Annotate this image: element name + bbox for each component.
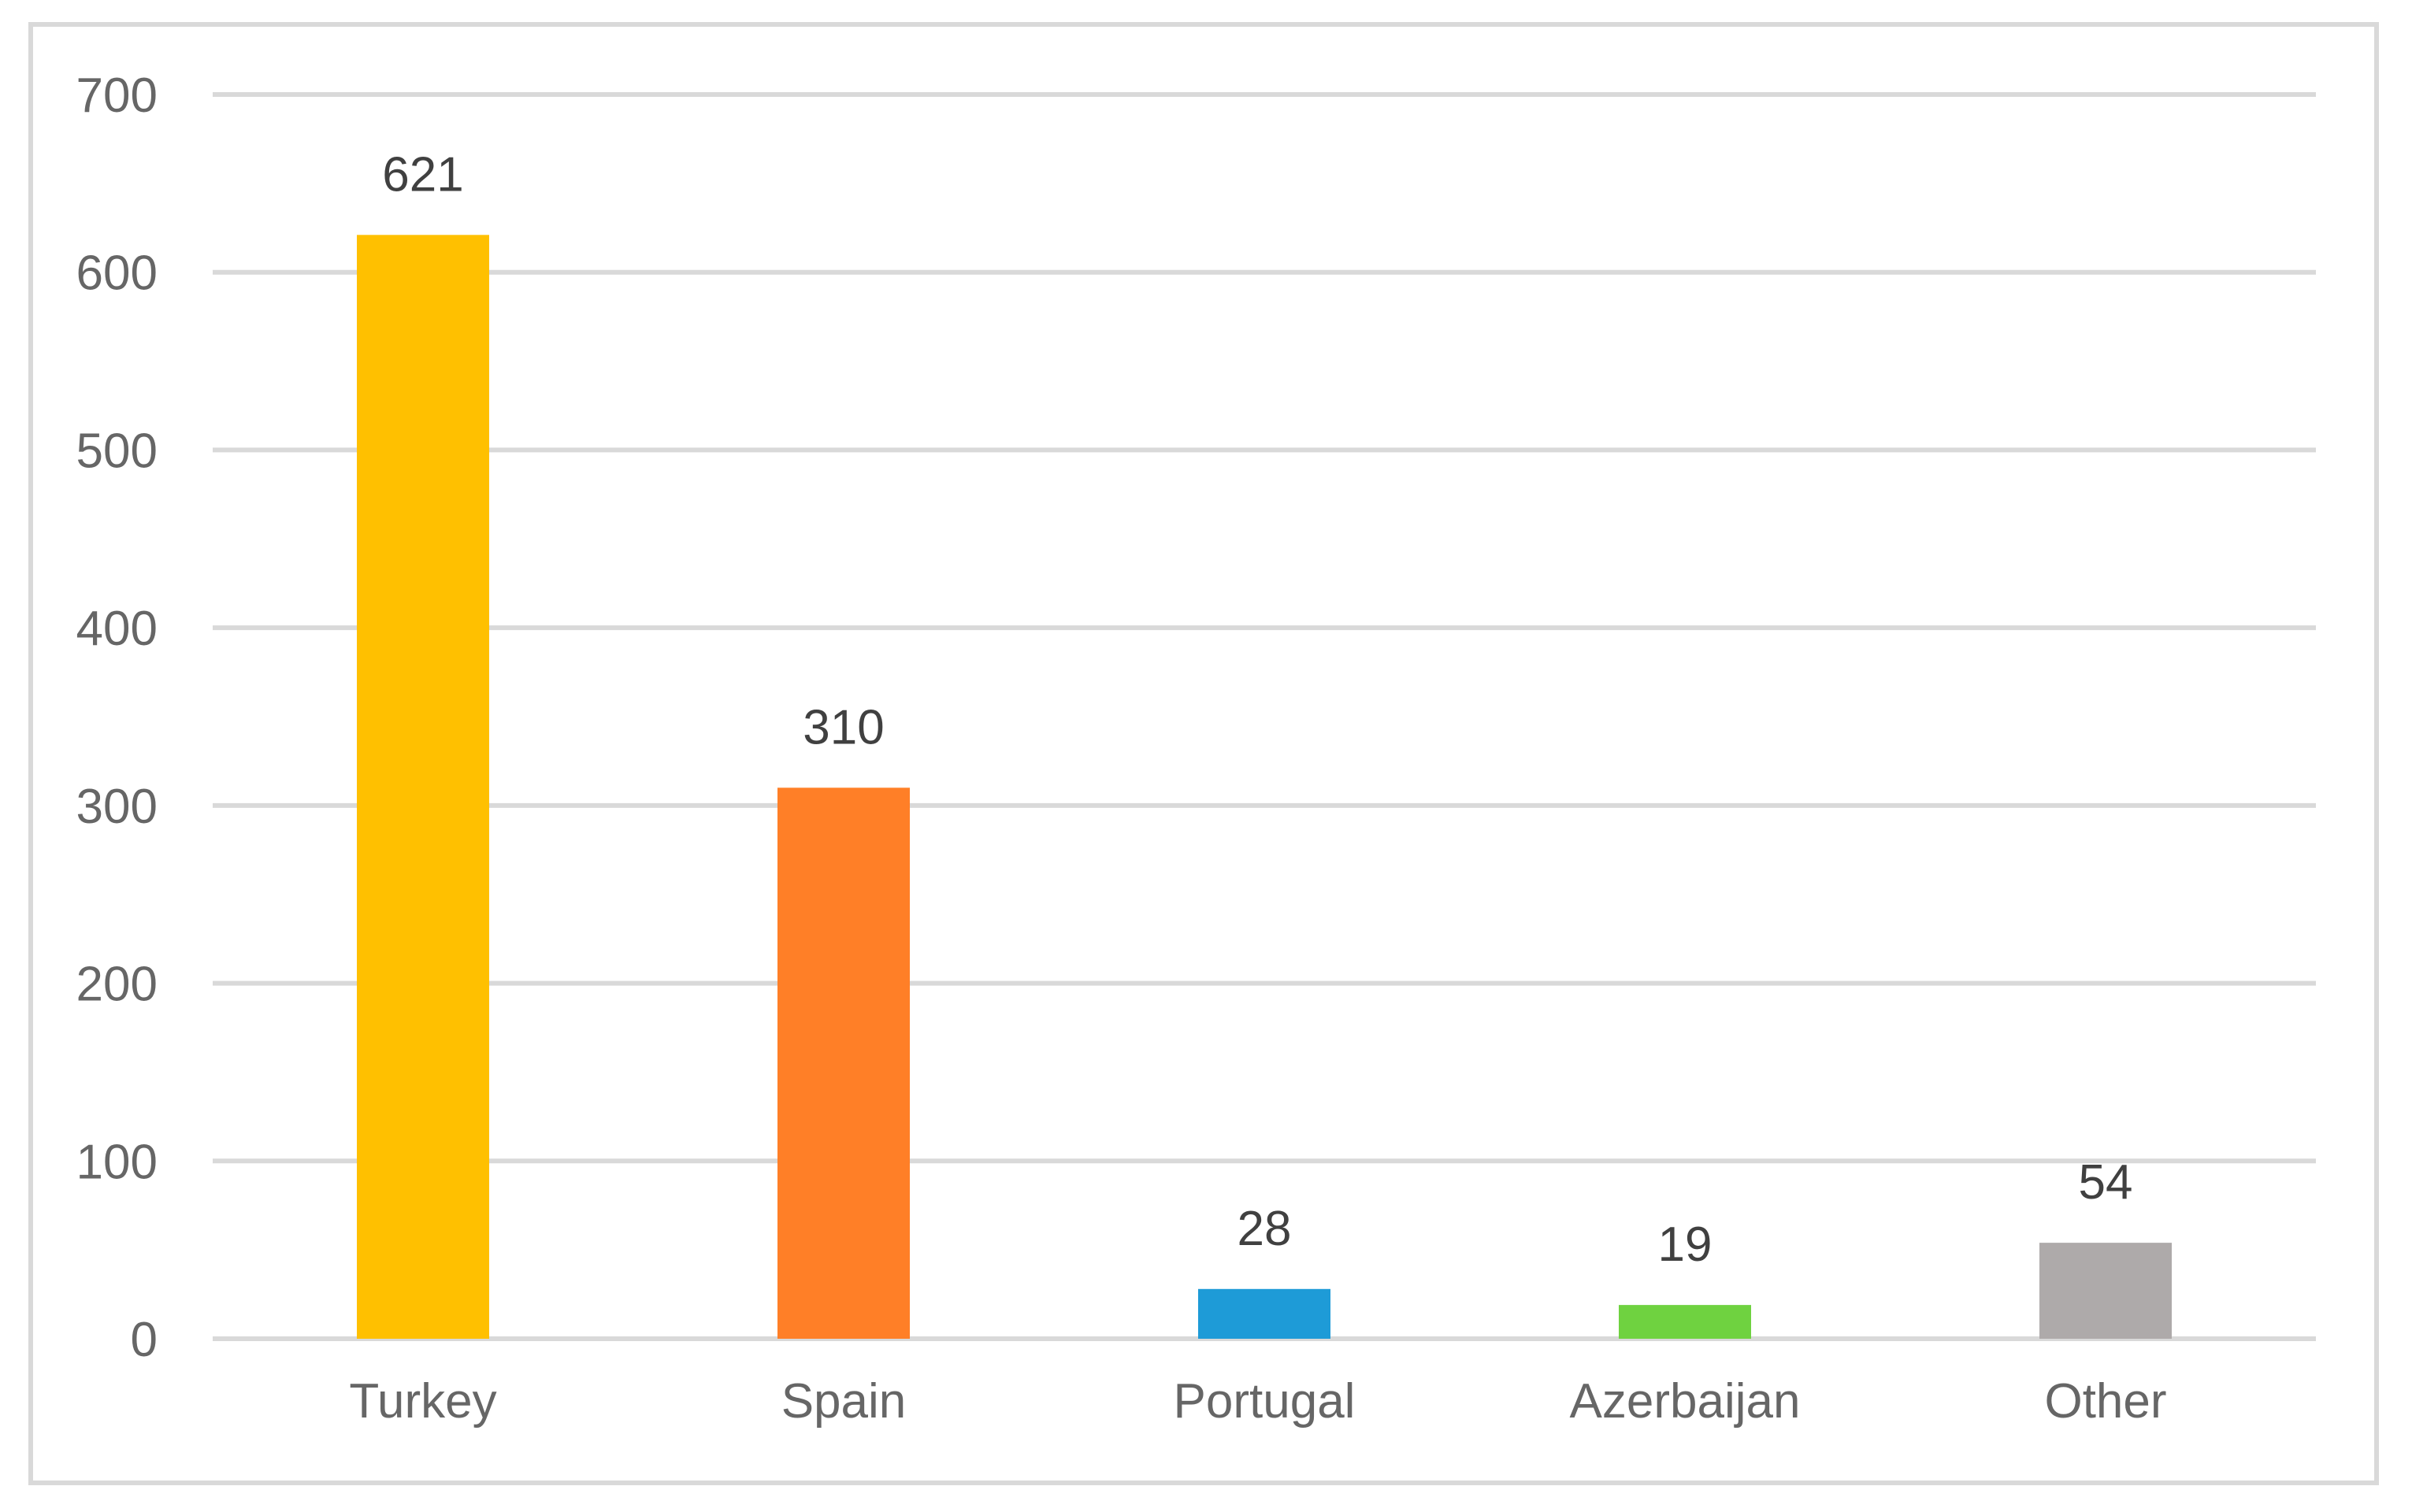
x-tick-label: Portugal	[1174, 1374, 1356, 1429]
data-label: 310	[803, 700, 884, 754]
y-tick-label: 100	[76, 1135, 158, 1189]
y-tick-label: 600	[76, 246, 158, 301]
y-axis-tick-labels: 0 100 200 300 400 500 600 700	[76, 69, 158, 1367]
bars	[357, 235, 2172, 1339]
bar-portugal	[1198, 1288, 1330, 1339]
y-tick-label: 300	[76, 780, 158, 834]
y-tick-label: 400	[76, 602, 158, 656]
x-tick-label: Turkey	[349, 1374, 496, 1429]
data-label: 19	[1658, 1217, 1713, 1272]
x-tick-label: Other	[2044, 1374, 2166, 1429]
bar-other	[2039, 1243, 2172, 1339]
bar-spain	[777, 788, 910, 1339]
bar-turkey	[357, 235, 489, 1339]
y-tick-label: 0	[131, 1313, 158, 1367]
data-label: 54	[2079, 1155, 2133, 1210]
data-label: 621	[382, 147, 463, 202]
y-tick-label: 200	[76, 958, 158, 1012]
x-tick-label: Azerbaijan	[1570, 1374, 1801, 1429]
data-label: 28	[1238, 1202, 1292, 1256]
data-labels: 621 310 28 19 54	[382, 147, 2132, 1272]
x-tick-label: Spain	[781, 1374, 907, 1429]
x-axis-tick-labels: Turkey Spain Portugal Azerbaijan Other	[349, 1374, 2166, 1429]
bar-azerbaijan	[1619, 1305, 1751, 1339]
gridlines	[213, 92, 2316, 1341]
y-tick-label: 700	[76, 69, 158, 123]
y-tick-label: 500	[76, 424, 158, 478]
